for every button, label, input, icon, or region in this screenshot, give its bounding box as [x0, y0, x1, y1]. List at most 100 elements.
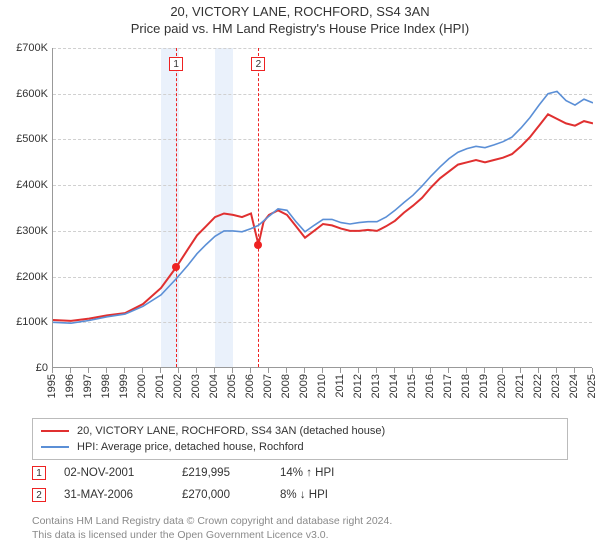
x-tick — [214, 368, 215, 373]
x-tick-label: 2020 — [496, 374, 508, 398]
x-tick — [286, 368, 287, 373]
x-tick-label: 2025 — [586, 374, 598, 398]
x-tick — [394, 368, 395, 373]
x-tick — [178, 368, 179, 373]
y-tick-label: £100K — [4, 316, 48, 328]
footnote: Contains HM Land Registry data © Crown c… — [32, 514, 572, 542]
y-tick-label: £0 — [4, 362, 48, 374]
x-tick-label: 2011 — [334, 374, 346, 398]
sale-marker-box: 2 — [251, 57, 265, 71]
x-tick — [592, 368, 593, 373]
x-tick — [106, 368, 107, 373]
x-tick — [88, 368, 89, 373]
x-tick — [430, 368, 431, 373]
sale-price: £270,000 — [182, 489, 262, 501]
sale-price: £219,995 — [182, 467, 262, 479]
x-tick — [340, 368, 341, 373]
x-tick-label: 1998 — [100, 374, 112, 398]
x-tick — [322, 368, 323, 373]
x-tick — [448, 368, 449, 373]
footnote-line-1: Contains HM Land Registry data © Crown c… — [32, 515, 392, 527]
series-hpi — [53, 91, 593, 323]
x-tick-label: 2017 — [442, 374, 454, 398]
sale-index-box: 1 — [32, 466, 46, 480]
x-tick — [124, 368, 125, 373]
y-tick-label: £500K — [4, 133, 48, 145]
plot-area: 12 — [52, 48, 592, 368]
sale-row: 2 31-MAY-2006 £270,000 8% ↓ HPI — [32, 484, 390, 506]
sale-marker-box: 1 — [169, 57, 183, 71]
legend: 20, VICTORY LANE, ROCHFORD, SS4 3AN (det… — [32, 418, 568, 460]
x-tick — [538, 368, 539, 373]
x-tick-label: 1995 — [46, 374, 58, 398]
x-tick — [412, 368, 413, 373]
x-tick-label: 2008 — [280, 374, 292, 398]
x-tick-label: 1999 — [118, 374, 130, 398]
x-tick-label: 2015 — [406, 374, 418, 398]
x-tick-label: 1996 — [64, 374, 76, 398]
x-tick-label: 2002 — [172, 374, 184, 398]
x-tick-label: 2010 — [316, 374, 328, 398]
x-tick — [358, 368, 359, 373]
x-tick — [376, 368, 377, 373]
x-tick-label: 2012 — [352, 374, 364, 398]
x-tick — [556, 368, 557, 373]
x-tick-label: 2022 — [532, 374, 544, 398]
sale-date: 02-NOV-2001 — [64, 467, 164, 479]
legend-label: 20, VICTORY LANE, ROCHFORD, SS4 3AN (det… — [77, 423, 385, 439]
chart-lines — [53, 48, 593, 368]
chart-title: 20, VICTORY LANE, ROCHFORD, SS4 3AN — [0, 4, 600, 19]
legend-swatch — [41, 430, 69, 432]
x-tick — [232, 368, 233, 373]
sale-row: 1 02-NOV-2001 £219,995 14% ↑ HPI — [32, 462, 390, 484]
x-tick — [160, 368, 161, 373]
y-tick-label: £700K — [4, 42, 48, 54]
x-tick-label: 1997 — [82, 374, 94, 398]
x-tick — [196, 368, 197, 373]
y-tick-label: £300K — [4, 225, 48, 237]
sale-marker-dot — [172, 263, 180, 271]
legend-item: HPI: Average price, detached house, Roch… — [41, 439, 559, 455]
x-tick-label: 2014 — [388, 374, 400, 398]
footnote-line-2: This data is licensed under the Open Gov… — [32, 529, 329, 541]
x-tick — [304, 368, 305, 373]
x-tick — [466, 368, 467, 373]
sale-hpi-delta: 14% ↑ HPI — [280, 467, 390, 479]
sales-table: 1 02-NOV-2001 £219,995 14% ↑ HPI 2 31-MAY-200… — [32, 462, 390, 506]
legend-label: HPI: Average price, detached house, Roch… — [77, 439, 304, 455]
x-tick-label: 2006 — [244, 374, 256, 398]
sale-date: 31-MAY-2006 — [64, 489, 164, 501]
x-tick — [142, 368, 143, 373]
x-tick-label: 2004 — [208, 374, 220, 398]
x-tick-label: 2009 — [298, 374, 310, 398]
x-tick — [484, 368, 485, 373]
sale-index-box: 2 — [32, 488, 46, 502]
x-tick-label: 2018 — [460, 374, 472, 398]
x-tick — [268, 368, 269, 373]
x-tick-label: 2001 — [154, 374, 166, 398]
x-tick-label: 2019 — [478, 374, 490, 398]
x-tick-label: 2024 — [568, 374, 580, 398]
chart-subtitle: Price paid vs. HM Land Registry's House … — [0, 21, 600, 36]
x-tick-label: 2005 — [226, 374, 238, 398]
legend-item: 20, VICTORY LANE, ROCHFORD, SS4 3AN (det… — [41, 423, 559, 439]
sale-marker-dot — [254, 241, 262, 249]
chart: 12 £0£100K£200K£300K£400K£500K£600K£700K… — [0, 42, 600, 412]
x-tick-label: 2016 — [424, 374, 436, 398]
x-tick-label: 2007 — [262, 374, 274, 398]
x-tick — [70, 368, 71, 373]
series-price_paid — [53, 114, 593, 321]
x-tick — [520, 368, 521, 373]
x-tick-label: 2003 — [190, 374, 202, 398]
y-tick-label: £400K — [4, 179, 48, 191]
x-tick — [502, 368, 503, 373]
x-tick — [52, 368, 53, 373]
x-tick-label: 2021 — [514, 374, 526, 398]
x-tick — [250, 368, 251, 373]
sale-hpi-delta: 8% ↓ HPI — [280, 489, 390, 501]
legend-swatch — [41, 446, 69, 448]
x-tick-label: 2000 — [136, 374, 148, 398]
x-tick-label: 2013 — [370, 374, 382, 398]
x-tick-label: 2023 — [550, 374, 562, 398]
x-tick — [574, 368, 575, 373]
